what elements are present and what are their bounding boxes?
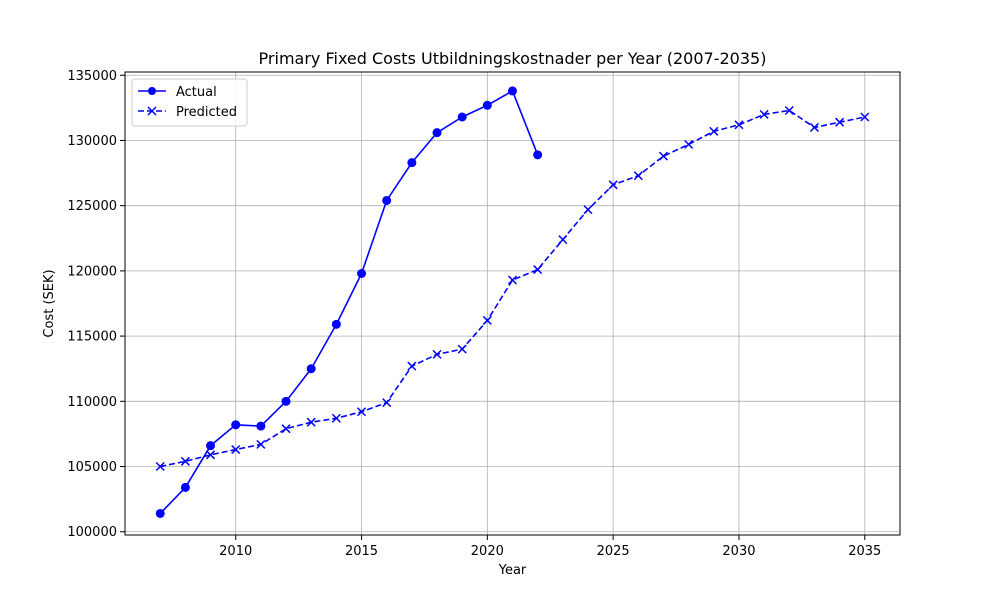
data-point-predicted [206, 450, 216, 460]
data-point-actual [281, 396, 291, 406]
data-point-predicted [507, 275, 518, 285]
data-point-predicted [658, 151, 669, 161]
grid [125, 72, 900, 535]
data-point-actual [155, 508, 165, 518]
y-axis-label: Cost (SEK) [42, 269, 57, 337]
data-point-predicted [231, 445, 241, 455]
chart-title: Primary Fixed Costs Utbildningskostnader… [259, 49, 767, 68]
series-predicted [155, 105, 870, 472]
data-point-predicted [684, 139, 694, 149]
data-point-predicted [809, 122, 819, 132]
series-line-actual [159, 90, 539, 515]
data-point-actual [508, 86, 517, 96]
legend-actual-marker [148, 87, 156, 95]
y-tick-label: 100000 [67, 525, 117, 540]
legend-actual-label: Actual [176, 85, 217, 100]
data-point-predicted [759, 109, 769, 119]
y-axis-ticks: 100000 105000 110000 115000 120000 125000 1300… [67, 69, 125, 540]
data-point-predicted [180, 456, 190, 466]
series-line-predicted [160, 109, 865, 468]
data-point-actual [306, 364, 316, 374]
x-tick-label: 2020 [471, 544, 504, 559]
x-axis-label: Year [498, 563, 527, 578]
data-point-predicted [734, 120, 744, 130]
data-point-actual [206, 441, 216, 451]
y-tick-label: 105000 [67, 460, 117, 475]
y-tick-label: 120000 [67, 264, 117, 279]
y-tick-label: 115000 [67, 330, 117, 345]
y-tick-label: 135000 [67, 69, 117, 84]
data-point-predicted [709, 126, 719, 136]
x-tick-label: 2025 [597, 544, 630, 559]
data-point-predicted [306, 417, 316, 427]
data-point-predicted [281, 424, 291, 434]
data-point-predicted [331, 413, 341, 423]
data-point-predicted [155, 461, 165, 472]
data-point-predicted [608, 180, 618, 190]
y-tick-label: 110000 [67, 395, 117, 410]
data-point-actual [457, 112, 467, 122]
data-point-actual [533, 150, 543, 160]
plot-area-frame [124, 71, 901, 536]
data-point-predicted [356, 407, 367, 417]
data-point-actual [231, 420, 241, 430]
legend: Actual Predicted [131, 78, 248, 127]
data-point-actual [256, 421, 266, 431]
data-point-predicted [633, 171, 643, 181]
data-point-predicted [583, 205, 593, 215]
series-actual [155, 86, 543, 518]
data-point-actual [382, 195, 392, 205]
data-point-actual [357, 269, 367, 279]
data-point-predicted [835, 117, 845, 127]
data-point-predicted [432, 349, 442, 359]
y-tick-label: 125000 [67, 199, 117, 214]
data-point-predicted [860, 112, 870, 122]
x-tick-label: 2030 [722, 544, 755, 559]
data-point-predicted [256, 439, 266, 449]
legend-predicted-label: Predicted [176, 105, 237, 120]
data-point-predicted [784, 105, 794, 116]
series-layer [155, 86, 870, 518]
data-point-actual [432, 128, 442, 138]
data-point-actual [482, 100, 492, 110]
x-tick-label: 2010 [219, 544, 252, 559]
data-point-predicted [407, 361, 417, 371]
x-tick-label: 2015 [345, 544, 378, 559]
data-point-predicted [558, 235, 568, 245]
data-point-predicted [382, 398, 392, 408]
data-point-actual [180, 482, 190, 492]
y-tick-label: 130000 [67, 134, 117, 149]
x-tick-label: 2035 [848, 544, 881, 559]
data-point-predicted [457, 344, 467, 354]
legend-predicted-marker [147, 106, 157, 116]
data-point-predicted [533, 265, 543, 275]
data-point-actual [407, 158, 417, 168]
data-point-predicted [482, 315, 492, 325]
x-axis-ticks: 2010 2015 2020 2025 2030 2035 [219, 535, 881, 559]
data-point-actual [331, 319, 341, 329]
